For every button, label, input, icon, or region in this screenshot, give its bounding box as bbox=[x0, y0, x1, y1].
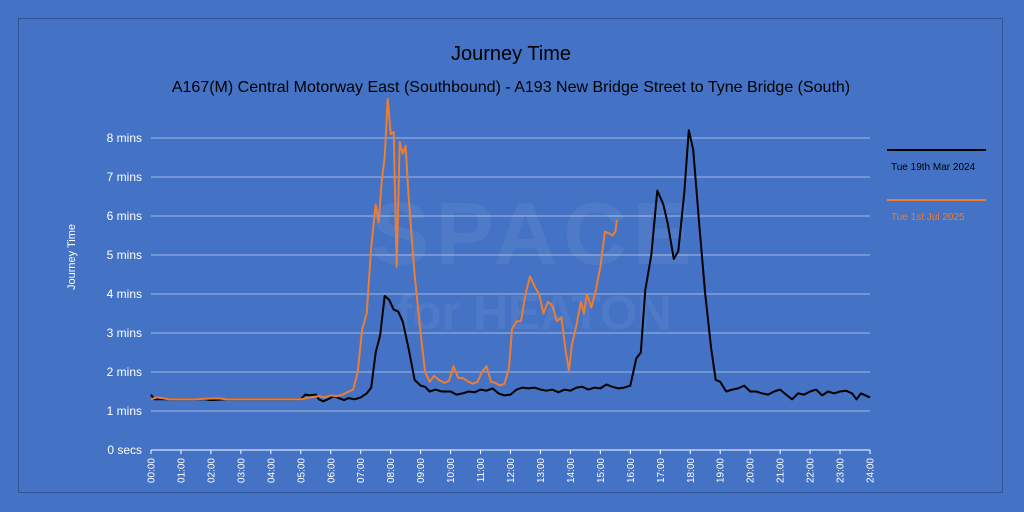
x-tick-label: 08:00 bbox=[386, 458, 397, 483]
x-tick-label: 20:00 bbox=[746, 458, 757, 483]
x-axis-ticks: 00:00 01:00 02:00 03:00 04:00 05:00 06:00 07:00… bbox=[147, 450, 877, 483]
x-tick-label: 24:00 bbox=[866, 458, 877, 483]
x-tick-label: 16:00 bbox=[626, 458, 637, 483]
line-chart: SPACE for HEATON Journey Time A167(M) Ce… bbox=[66, 43, 986, 483]
x-tick-label: 14:00 bbox=[566, 458, 577, 483]
legend: Tue 19th Mar 2024 Tue 1st Jul 2025 bbox=[887, 149, 986, 223]
y-axis-label: Journey Time bbox=[66, 224, 78, 290]
x-tick-label: 04:00 bbox=[266, 458, 277, 483]
x-tick-label: 12:00 bbox=[506, 458, 517, 483]
x-tick-label: 01:00 bbox=[176, 458, 187, 483]
x-tick-label: 06:00 bbox=[326, 458, 337, 483]
x-tick-label: 03:00 bbox=[236, 458, 247, 483]
x-tick-label: 11:00 bbox=[476, 458, 487, 483]
x-tick-label: 22:00 bbox=[806, 458, 817, 483]
y-tick-label: 5 mins bbox=[107, 248, 142, 262]
series-line-2 bbox=[150, 98, 618, 401]
chart-title: Journey Time bbox=[451, 43, 571, 65]
watermark: SPACE bbox=[371, 184, 698, 283]
y-tick-label: 6 mins bbox=[107, 209, 142, 223]
x-tick-label: 09:00 bbox=[416, 458, 427, 483]
x-tick-label: 05:00 bbox=[296, 458, 307, 483]
y-tick-label: 7 mins bbox=[107, 170, 142, 184]
chart-frame: SPACE for HEATON Journey Time A167(M) Ce… bbox=[18, 18, 1003, 493]
x-tick-label: 10:00 bbox=[446, 458, 457, 483]
legend-label-2: Tue 1st Jul 2025 bbox=[891, 212, 965, 223]
y-tick-label: 8 mins bbox=[107, 131, 142, 145]
y-tick-label: 4 mins bbox=[107, 287, 142, 301]
x-tick-label: 17:00 bbox=[656, 458, 667, 483]
x-tick-label: 19:00 bbox=[716, 458, 727, 483]
x-tick-label: 15:00 bbox=[596, 458, 607, 483]
y-tick-label: 2 mins bbox=[107, 365, 142, 379]
x-tick-label: 02:00 bbox=[206, 458, 217, 483]
series-lines bbox=[150, 98, 871, 403]
y-tick-label: 0 secs bbox=[107, 443, 142, 457]
y-axis-ticks: 0 secs 1 mins 2 mins 3 mins 4 mins 5 mins 6 mi… bbox=[107, 131, 142, 457]
x-tick-label: 21:00 bbox=[776, 458, 787, 483]
x-tick-label: 23:00 bbox=[836, 458, 847, 483]
x-tick-label: 18:00 bbox=[686, 458, 697, 483]
legend-label-1: Tue 19th Mar 2024 bbox=[891, 162, 976, 173]
chart-subtitle: A167(M) Central Motorway East (Southboun… bbox=[172, 79, 850, 96]
x-tick-label: 00:00 bbox=[147, 458, 158, 483]
x-tick-label: 13:00 bbox=[536, 458, 547, 483]
y-tick-label: 3 mins bbox=[107, 326, 142, 340]
watermark-sub: for HEATON bbox=[396, 287, 672, 340]
y-tick-label: 1 mins bbox=[107, 404, 142, 418]
x-tick-label: 07:00 bbox=[356, 458, 367, 483]
